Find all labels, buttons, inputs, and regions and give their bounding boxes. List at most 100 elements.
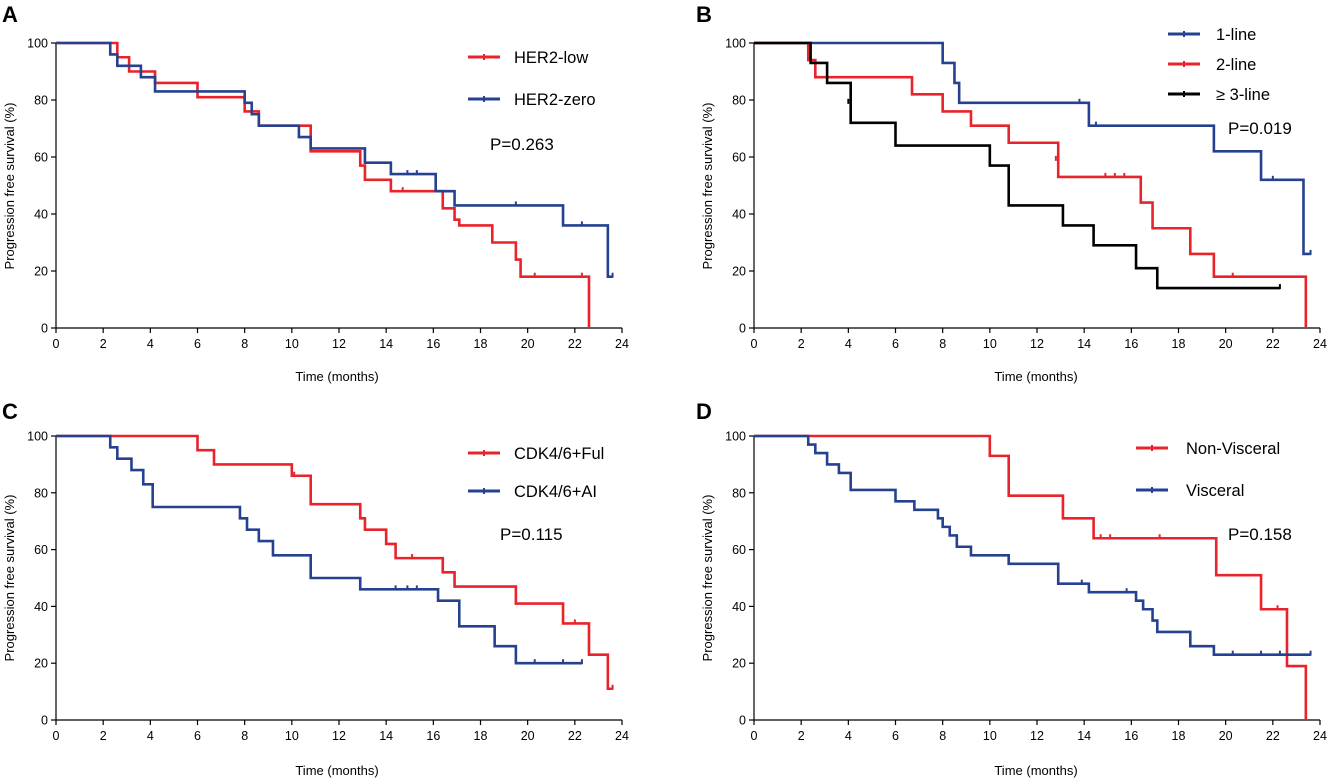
x-tick-label-c-6: 6 <box>194 729 201 743</box>
y-tick-label-d-80: 80 <box>732 486 746 500</box>
km-curve-a-her2-zero <box>56 41 613 278</box>
y-tick-label-a-80: 80 <box>34 94 48 108</box>
km-curve-d-non-visceral <box>754 434 1308 720</box>
x-tick-label-b-0: 0 <box>751 337 758 351</box>
x-tick-label-c-2: 2 <box>100 729 107 743</box>
x-tick-label-b-6: 6 <box>892 337 899 351</box>
y-tick-label-b-80: 80 <box>732 94 746 108</box>
x-tick-label-a-14: 14 <box>379 337 393 351</box>
legend-label-cdk-ful: CDK4/6+Ful <box>514 445 604 463</box>
x-tick-label-c-4: 4 <box>147 729 154 743</box>
y-tick-label-b-60: 60 <box>732 151 746 165</box>
x-tick-label-c-18: 18 <box>474 729 488 743</box>
km-curve-a-her2-low <box>56 41 591 328</box>
legend-label-1-line: 1-line <box>1216 26 1256 44</box>
panel-letter-b: B <box>696 2 712 27</box>
x-tick-label-d-0: 0 <box>751 729 758 743</box>
p-value-b: P=0.019 <box>1228 119 1292 138</box>
x-tick-label-c-24: 24 <box>615 729 629 743</box>
x-tick-label-c-0: 0 <box>53 729 60 743</box>
x-tick-label-b-12: 12 <box>1030 337 1044 351</box>
y-tick-label-b-40: 40 <box>732 208 746 222</box>
legend-a: HER2-low HER2-zero <box>468 49 596 109</box>
curves-a <box>56 41 614 328</box>
km-curve-c-cdk4-6-ai <box>56 434 582 665</box>
x-tick-label-b-16: 16 <box>1124 337 1138 351</box>
p-value-c: P=0.115 <box>500 525 563 544</box>
x-tick-label-d-12: 12 <box>1030 729 1044 743</box>
y-tick-label-a-60: 60 <box>34 151 48 165</box>
x-tick-label-c-14: 14 <box>379 729 393 743</box>
x-tick-label-b-2: 2 <box>798 337 805 351</box>
x-tick-label-d-2: 2 <box>798 729 805 743</box>
y-axis-label-b: Progression free survival (%) <box>700 103 715 270</box>
x-tick-label-d-4: 4 <box>845 729 852 743</box>
km-curve-d-visceral <box>754 434 1311 656</box>
x-tick-label-c-20: 20 <box>521 729 535 743</box>
x-tick-label-a-0: 0 <box>53 337 60 351</box>
x-axis-label-b: Time (months) <box>994 369 1077 384</box>
y-axis-label-c: Progression free survival (%) <box>2 495 17 662</box>
y-tick-label-a-0: 0 <box>41 322 48 336</box>
legend-d: Non-Visceral Visceral <box>1136 440 1280 500</box>
x-tick-label-c-12: 12 <box>332 729 346 743</box>
x-tick-label-d-10: 10 <box>983 729 997 743</box>
x-tick-label-b-4: 4 <box>845 337 852 351</box>
x-tick-label-a-10: 10 <box>285 337 299 351</box>
x-tick-label-c-8: 8 <box>241 729 248 743</box>
legend-label-non-visceral: Non-Visceral <box>1186 440 1280 458</box>
y-axis-label-d: Progression free survival (%) <box>700 495 715 662</box>
y-tick-label-a-20: 20 <box>34 265 48 279</box>
x-tick-label-b-14: 14 <box>1077 337 1091 351</box>
panel-letter-d: D <box>696 399 712 424</box>
legend-b: 1-line 2-line ≥ 3-line <box>1168 26 1270 104</box>
x-tick-label-b-8: 8 <box>939 337 946 351</box>
legend-label-3-line: ≥ 3-line <box>1216 86 1270 104</box>
x-tick-label-d-16: 16 <box>1124 729 1138 743</box>
x-tick-label-c-22: 22 <box>568 729 582 743</box>
y-tick-label-c-60: 60 <box>34 543 48 557</box>
x-tick-label-a-20: 20 <box>521 337 535 351</box>
x-tick-label-a-4: 4 <box>147 337 154 351</box>
y-tick-label-c-20: 20 <box>34 657 48 671</box>
km-curve-b-3-line <box>754 41 1280 290</box>
x-tick-label-d-18: 18 <box>1172 729 1186 743</box>
x-tick-label-b-18: 18 <box>1172 337 1186 351</box>
x-tick-label-d-20: 20 <box>1219 729 1233 743</box>
x-tick-label-a-6: 6 <box>194 337 201 351</box>
y-tick-label-d-0: 0 <box>739 714 746 728</box>
panel-letter-c: C <box>2 399 18 424</box>
x-tick-label-b-10: 10 <box>983 337 997 351</box>
y-tick-label-d-60: 60 <box>732 543 746 557</box>
x-axis-label-a: Time (months) <box>295 369 378 384</box>
x-tick-label-d-6: 6 <box>892 729 899 743</box>
y-axis-label-a: Progression free survival (%) <box>2 103 17 270</box>
legend-label-2-line: 2-line <box>1216 56 1256 74</box>
legend-c: CDK4/6+Ful CDK4/6+AI <box>468 445 604 501</box>
x-tick-label-b-22: 22 <box>1266 337 1280 351</box>
x-tick-label-a-22: 22 <box>568 337 582 351</box>
x-tick-label-c-10: 10 <box>285 729 299 743</box>
p-value-a: P=0.263 <box>490 135 554 154</box>
km-curve-c-cdk4-6-ful <box>56 434 613 691</box>
legend-label-her2-low: HER2-low <box>514 49 588 67</box>
y-tick-label-a-40: 40 <box>34 208 48 222</box>
y-tick-label-d-100: 100 <box>725 430 746 444</box>
y-tick-label-b-20: 20 <box>732 265 746 279</box>
curves-d <box>754 434 1312 720</box>
panel-letter-a: A <box>2 2 18 27</box>
x-axis-label-d: Time (months) <box>994 763 1077 778</box>
x-axis-label-c: Time (months) <box>295 763 378 778</box>
x-tick-label-b-24: 24 <box>1313 337 1327 351</box>
km-curve-b-1-line <box>754 41 1311 256</box>
x-tick-label-a-24: 24 <box>615 337 629 351</box>
x-tick-label-d-22: 22 <box>1266 729 1280 743</box>
legend-label-visceral: Visceral <box>1186 482 1244 500</box>
